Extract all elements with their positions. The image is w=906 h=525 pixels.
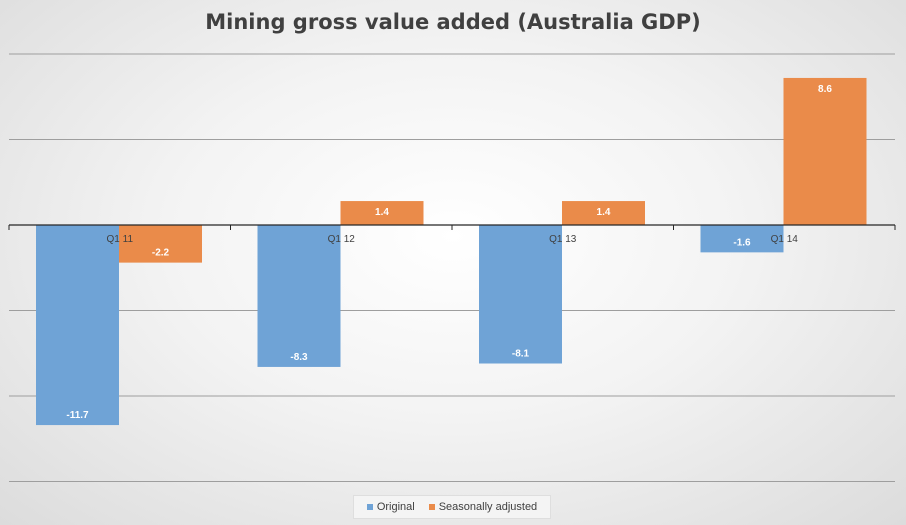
legend-label-original: Original: [376, 501, 415, 513]
legend-swatch-seasonally-adjusted: [428, 504, 435, 510]
legend-item-original: Original: [366, 501, 415, 513]
legend-label-seasonally-adjusted: Seasonally adjusted: [438, 501, 538, 513]
category-label-q1-11: Q1 11: [107, 234, 134, 245]
data-label-original-q1-14: -1.6: [733, 237, 751, 248]
category-label-q1-13: Q1 13: [549, 234, 577, 245]
bar-seasonally-adjusted-q1-11: [119, 225, 202, 263]
category-label-q1-14: Q1 14: [771, 234, 799, 245]
bar-seasonally-adjusted-q1-14: [783, 77, 867, 225]
bar-seasonally-adjusted-q1-13: [562, 201, 645, 225]
bar-seasonally-adjusted-q1-12: [340, 201, 424, 225]
bar-original-q1-12: [257, 225, 341, 367]
bar-original-q1-11: [36, 225, 119, 426]
data-label-original-q1-13: -8.1: [512, 349, 530, 360]
legend: Original Seasonally adjusted: [353, 495, 551, 519]
chart-title: Mining gross value added (Australia GDP): [205, 10, 701, 34]
data-label-seasonally-adjusted-q1-12: 1.4: [375, 207, 389, 218]
category-label-q1-12: Q1 12: [328, 234, 356, 245]
legend-swatch-original: [366, 504, 373, 510]
legend-item-seasonally-adjusted: Seasonally adjusted: [428, 501, 538, 513]
bar-original-q1-14: [700, 225, 784, 253]
data-label-seasonally-adjusted-q1-13: 1.4: [597, 207, 611, 218]
data-label-seasonally-adjusted-q1-11: -2.2: [152, 248, 170, 259]
bar-original-q1-13: [479, 225, 562, 364]
data-label-seasonally-adjusted-q1-14: 8.6: [818, 84, 832, 95]
data-label-original-q1-11: -11.7: [66, 410, 89, 421]
data-label-original-q1-12: -8.3: [290, 352, 308, 363]
